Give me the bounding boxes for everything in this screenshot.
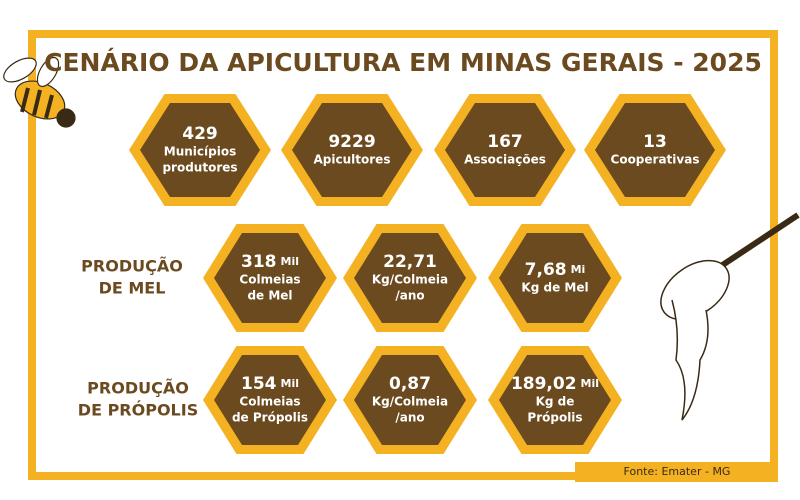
stat-unit: Mil [581,377,600,390]
hexagon-body [354,355,466,445]
stat-number: 154 [241,374,277,394]
hexagon-body [214,233,326,323]
stat-number: 7,68 [525,260,567,280]
section-heading: DE PRÓPOLIS [78,401,198,420]
hexagon-body [499,355,611,445]
stat-value: 0,87 [389,374,431,394]
stat-label: produtores [162,161,237,175]
stat-value: 189,02 Mil [511,374,599,394]
stat-number: 429 [182,124,218,144]
stat-value: 13 [643,132,667,152]
stat-label: Própolis [527,411,582,425]
stat-value: 318 Mil [241,252,299,272]
honey-dipper-illustration [660,212,800,421]
stat-label: Kg/Colmeia [372,395,448,409]
stat-label: Colmeias [239,273,300,287]
stat-number: 189,02 [511,374,577,394]
stat-unit: Mil [281,377,300,390]
title: CENÁRIO DA APICULTURA EM MINAS GERAIS - … [44,48,762,77]
stat-label: de Própolis [232,411,308,425]
stat-label: de Mel [247,289,292,303]
frame [28,30,778,480]
stat-label: Kg de [536,395,575,409]
stat-label: Colmeias [239,395,300,409]
stat-value: 9229 [328,132,375,152]
source: Fonte: Emater - MG [624,465,731,478]
hexagon-body [595,103,715,197]
stat-number: 9229 [328,132,375,152]
stat-label: Kg/Colmeia [372,273,448,287]
stat-hexagon: 318 Mil Colmeias de Mel [203,224,337,332]
stat-value: 429 [182,124,218,144]
bee-illustration [3,56,76,128]
stat-hexagon: 7,68 Mi Kg de Mel [488,224,622,332]
hexagon-body [354,233,466,323]
stat-label: Associações [464,153,546,167]
stat-number: 0,87 [389,374,431,394]
stat-hexagon: 189,02 Mil Kg de Própolis [488,346,622,454]
section-heading: PRODUÇÃO [87,379,189,398]
stat-number: 318 [241,252,277,272]
stat-number: 13 [643,132,667,152]
hexagon-body [214,355,326,445]
hexagon-body [140,103,260,197]
stat-value: 7,68 Mi [525,260,586,280]
hexagon-body [292,103,412,197]
section-heading: DE MEL [99,279,166,298]
stat-label: Apicultores [314,153,391,167]
stat-number: 167 [487,132,523,152]
hexagon-grid: 429Municípiosprodutores9229Apicultores16… [78,94,726,454]
stat-hexagon: 154 Mil Colmeias de Própolis [203,346,337,454]
stat-number: 22,71 [383,252,437,272]
stat-value: 167 [487,132,523,152]
stat-label: /ano [395,289,424,303]
footer-bar [575,462,778,482]
stat-label: Cooperativas [611,153,700,167]
hexagon-body [445,103,565,197]
stat-unit: Mi [571,263,586,276]
hexagon-body [499,233,611,323]
stat-value: 22,71 [383,252,437,272]
stat-label: Municípios [164,145,236,159]
stat-unit: Mil [281,255,300,268]
stat-label: Kg de Mel [521,281,588,295]
section-heading: PRODUÇÃO [81,257,183,276]
stat-label: /ano [395,411,424,425]
stat-value: 154 Mil [241,374,299,394]
